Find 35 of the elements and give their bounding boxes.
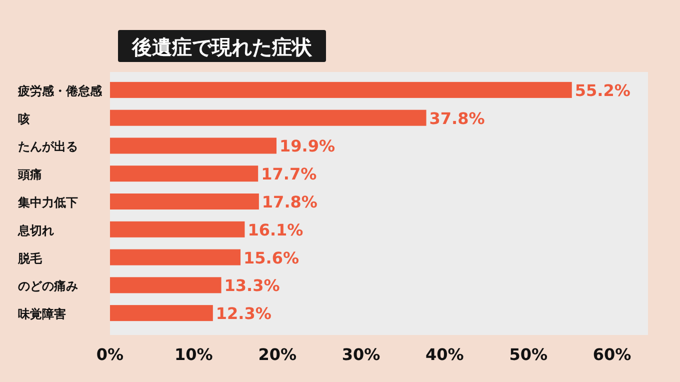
x-tick-label: 40%: [426, 345, 464, 364]
x-tick-label: 0%: [96, 345, 124, 364]
bar: [110, 194, 259, 210]
y-tick-label: 集中力低下: [17, 196, 78, 210]
y-tick-label: 疲労感・倦怠感: [17, 84, 103, 98]
x-tick-label: 20%: [258, 345, 296, 364]
bar: [110, 277, 222, 294]
data-label: 12.3%: [216, 304, 272, 324]
bar: [110, 110, 426, 126]
y-tick-label: 息切れ: [17, 223, 54, 238]
data-label: 55.2%: [574, 80, 630, 100]
bar: [110, 82, 572, 98]
y-tick-label: 脱毛: [17, 251, 43, 266]
y-tick-label: 味覚障害: [18, 307, 66, 322]
chart-title: 後遺症で現れた症状: [131, 35, 313, 59]
data-label: 16.1%: [248, 220, 304, 240]
data-label: 13.3%: [224, 276, 280, 296]
data-label: 19.9%: [280, 136, 336, 156]
y-tick-label: 頭痛: [17, 168, 42, 182]
data-label: 17.8%: [262, 192, 318, 212]
bar: [110, 221, 245, 238]
y-tick-label: のどの痛み: [18, 279, 78, 294]
data-label: 15.6%: [244, 248, 300, 268]
bar: [110, 249, 241, 266]
x-tick-label: 30%: [342, 345, 380, 364]
bar: [110, 166, 258, 182]
y-tick-label: たんが出る: [18, 140, 78, 154]
data-label: 37.8%: [429, 108, 485, 128]
bar: [110, 305, 213, 322]
bar: [110, 138, 277, 154]
data-label: 17.7%: [261, 164, 317, 184]
x-tick-label: 10%: [174, 345, 213, 364]
y-tick-label: 咳: [18, 112, 30, 126]
x-tick-label: 60%: [592, 345, 632, 364]
x-tick-label: 50%: [509, 345, 548, 364]
